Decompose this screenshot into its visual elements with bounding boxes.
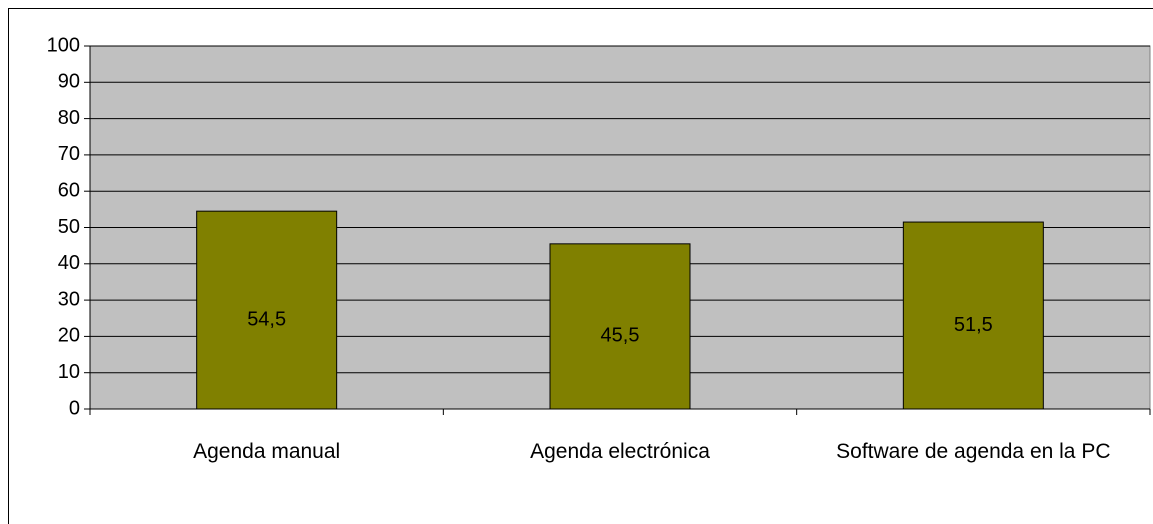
bar: [902, 221, 1044, 410]
value-label: 51,5: [954, 314, 993, 336]
y-tick-label: 50: [58, 216, 80, 238]
y-tick-label: 10: [58, 361, 80, 383]
bar: [196, 210, 338, 410]
value-label: 45,5: [601, 325, 640, 347]
y-tick-label: 60: [58, 179, 80, 201]
bar: [549, 243, 691, 410]
y-tick-label: 0: [69, 397, 80, 419]
y-tick-label: 80: [58, 107, 80, 129]
y-tick-label: 70: [58, 143, 80, 165]
x-tick-label: Agenda electrónica: [530, 440, 710, 463]
y-tick-label: 90: [58, 71, 80, 93]
x-tick-label: Agenda manual: [193, 440, 341, 463]
x-tick-label: Software de agenda en la PC: [836, 440, 1111, 463]
y-tick-label: 40: [58, 252, 80, 274]
y-tick-label: 30: [58, 288, 80, 310]
y-tick-label: 20: [58, 325, 80, 347]
value-label: 54,5: [247, 308, 286, 330]
y-tick-label: 100: [47, 34, 80, 56]
